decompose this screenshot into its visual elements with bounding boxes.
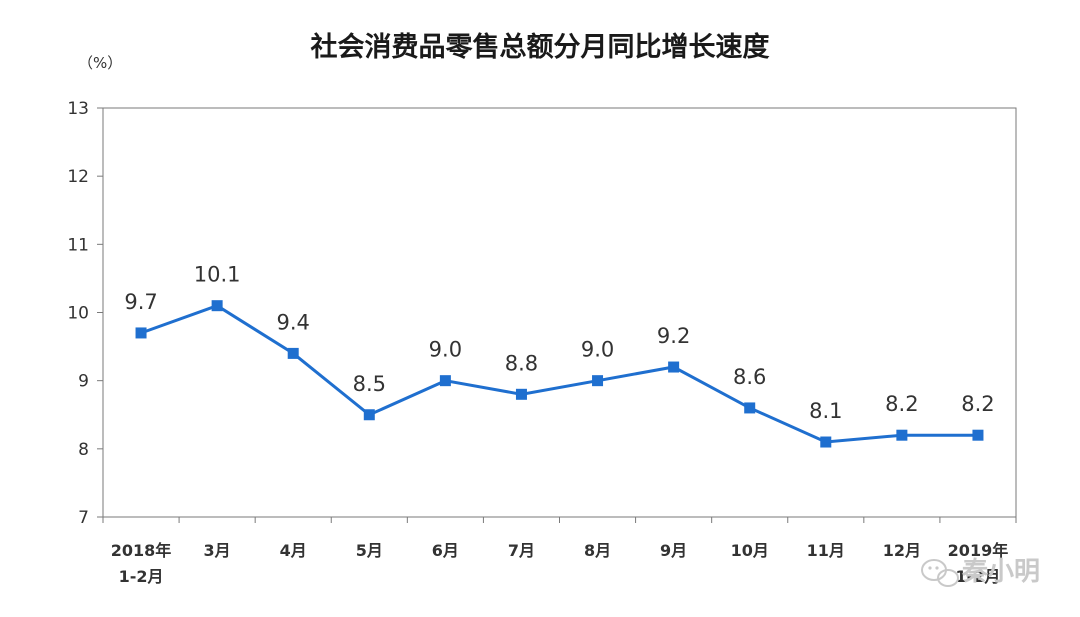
data-label: 9.0: [581, 338, 614, 362]
x-tick-label: 2019年: [948, 541, 1009, 560]
y-axis-unit: （%）: [78, 54, 122, 72]
y-axis-ticks: 7 8 9 10 11 12 13: [67, 99, 103, 528]
data-point: [896, 429, 908, 441]
y-tick-label: 8: [78, 440, 89, 460]
x-tick-label: 2018年: [111, 541, 172, 560]
data-point: [744, 402, 756, 414]
wechat-icon: [921, 559, 959, 587]
data-point: [287, 347, 299, 359]
data-point: [135, 327, 147, 339]
plot-frame: [102, 107, 1017, 518]
data-label: 8.2: [961, 392, 994, 416]
data-label: 10.1: [194, 263, 241, 287]
data-label: 9.4: [277, 310, 310, 334]
data-label: 8.8: [505, 351, 538, 375]
chart-title: 社会消费品零售总额分月同比增长速度: [311, 31, 770, 63]
x-tick-label: 8月: [584, 541, 611, 560]
y-tick-label: 10: [67, 304, 89, 324]
data-label: 8.6: [733, 365, 766, 389]
y-tick-label: 13: [67, 99, 89, 119]
data-label: 8.5: [353, 372, 386, 396]
data-point: [668, 361, 680, 373]
data-labels: 9.7 10.1 9.4 8.5 9.0 8.8 9.0 9.2 8.6 8.1 8.2 8.2: [124, 263, 994, 423]
data-markers: [135, 300, 984, 448]
data-point: [972, 429, 984, 441]
data-label: 8.2: [885, 392, 918, 416]
x-tick-label: 12月: [883, 541, 921, 560]
data-label: 9.2: [657, 324, 690, 348]
series-line: [140, 304, 978, 444]
x-axis-ticks: 2018年 1-2月 3月 4月 5月 6月 7月 8月 9月 10月 11月 12月 2019年 1-2…: [102, 517, 1017, 586]
x-tick-label: 3月: [204, 541, 231, 560]
data-label: 8.1: [809, 399, 842, 423]
data-point: [820, 436, 832, 448]
watermark-text: 秦小明: [961, 557, 1040, 587]
watermark: 秦小明: [921, 557, 1040, 587]
data-point: [211, 300, 223, 312]
y-tick-label: 9: [78, 372, 89, 392]
data-point: [515, 388, 527, 400]
y-tick-label: 7: [78, 508, 89, 528]
data-point: [439, 375, 451, 387]
x-tick-label: 11月: [807, 541, 845, 560]
data-label: 9.7: [124, 290, 157, 314]
y-tick-label: 11: [67, 235, 89, 255]
x-tick-label: 9月: [660, 541, 687, 560]
y-tick-label: 12: [67, 167, 89, 187]
data-label: 9.0: [429, 338, 462, 362]
x-tick-label: 1-2月: [119, 567, 164, 586]
x-tick-label: 7月: [508, 541, 535, 560]
x-tick-label: 10月: [731, 541, 769, 560]
axes: [102, 107, 1017, 518]
x-tick-label: 6月: [432, 541, 459, 560]
data-point: [592, 375, 604, 387]
x-tick-label: 5月: [356, 541, 383, 560]
data-point: [363, 409, 375, 421]
x-tick-label: 4月: [280, 541, 307, 560]
x-tick-label: 1-2月: [955, 567, 1000, 586]
